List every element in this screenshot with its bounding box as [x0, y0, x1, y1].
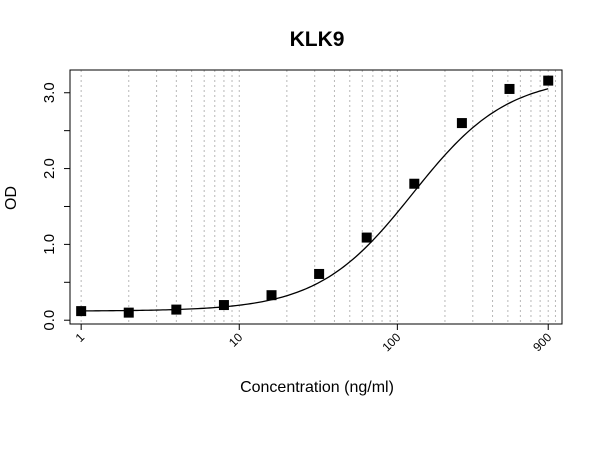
- y-tick-label: 1.0: [41, 234, 58, 255]
- grid: [80, 70, 556, 324]
- data-point: [504, 83, 515, 94]
- data-point: [218, 300, 229, 311]
- y-axis: 0.0 1.0 2.0 3.0: [41, 82, 70, 331]
- data-point: [171, 304, 182, 315]
- y-tick-label: 3.0: [41, 82, 58, 103]
- data-point: [76, 306, 87, 317]
- data-point: [456, 118, 467, 129]
- data-points: [76, 75, 554, 318]
- x-tick-label: 10: [226, 330, 246, 350]
- data-point: [266, 290, 277, 301]
- y-tick-label: 2.0: [41, 158, 58, 179]
- y-axis-label: OD: [3, 186, 20, 210]
- data-point: [361, 232, 372, 243]
- data-point: [314, 268, 325, 279]
- x-tick-label: 1: [73, 330, 88, 345]
- data-point: [409, 178, 420, 189]
- y-tick-label: 0.0: [41, 310, 58, 331]
- x-tick-label: 900: [530, 330, 554, 354]
- plot-frame: [69, 69, 563, 325]
- x-axis-label: Concentration (ng/ml): [240, 379, 394, 396]
- x-axis: 1 10 100 900: [73, 324, 555, 354]
- data-point: [543, 75, 554, 86]
- fit-curve: [81, 88, 549, 312]
- data-point: [123, 307, 134, 318]
- x-tick-label: 100: [379, 330, 403, 354]
- chart-title: KLK9: [290, 28, 345, 51]
